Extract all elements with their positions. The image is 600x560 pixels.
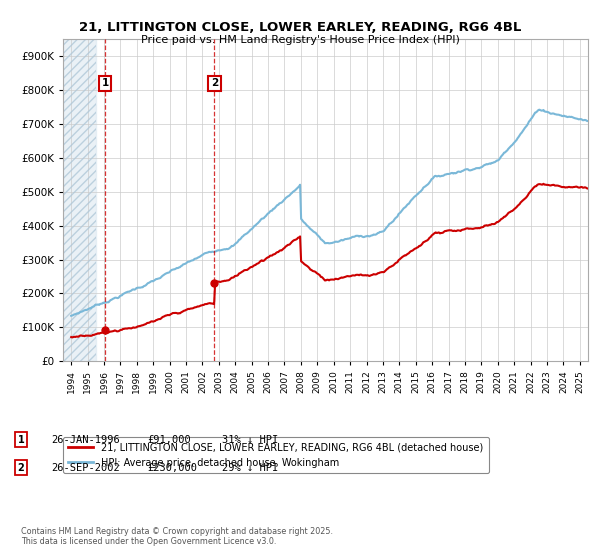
Text: £91,000: £91,000 <box>147 435 191 445</box>
Text: 26-SEP-2002: 26-SEP-2002 <box>51 463 120 473</box>
Text: 2: 2 <box>17 463 25 473</box>
Text: 26-JAN-1996: 26-JAN-1996 <box>51 435 120 445</box>
Text: 1: 1 <box>101 78 109 88</box>
Text: 29% ↓ HPI: 29% ↓ HPI <box>222 463 278 473</box>
Text: 31% ↓ HPI: 31% ↓ HPI <box>222 435 278 445</box>
Text: Contains HM Land Registry data © Crown copyright and database right 2025.
This d: Contains HM Land Registry data © Crown c… <box>21 526 333 546</box>
Text: 21, LITTINGTON CLOSE, LOWER EARLEY, READING, RG6 4BL: 21, LITTINGTON CLOSE, LOWER EARLEY, READ… <box>79 21 521 34</box>
Text: Price paid vs. HM Land Registry's House Price Index (HPI): Price paid vs. HM Land Registry's House … <box>140 35 460 45</box>
Legend: 21, LITTINGTON CLOSE, LOWER EARLEY, READING, RG6 4BL (detached house), HPI: Aver: 21, LITTINGTON CLOSE, LOWER EARLEY, READ… <box>62 437 488 473</box>
Text: 1: 1 <box>17 435 25 445</box>
Text: £230,000: £230,000 <box>147 463 197 473</box>
Bar <box>63 39 96 361</box>
Text: 2: 2 <box>211 78 218 88</box>
Bar <box>63 39 96 361</box>
